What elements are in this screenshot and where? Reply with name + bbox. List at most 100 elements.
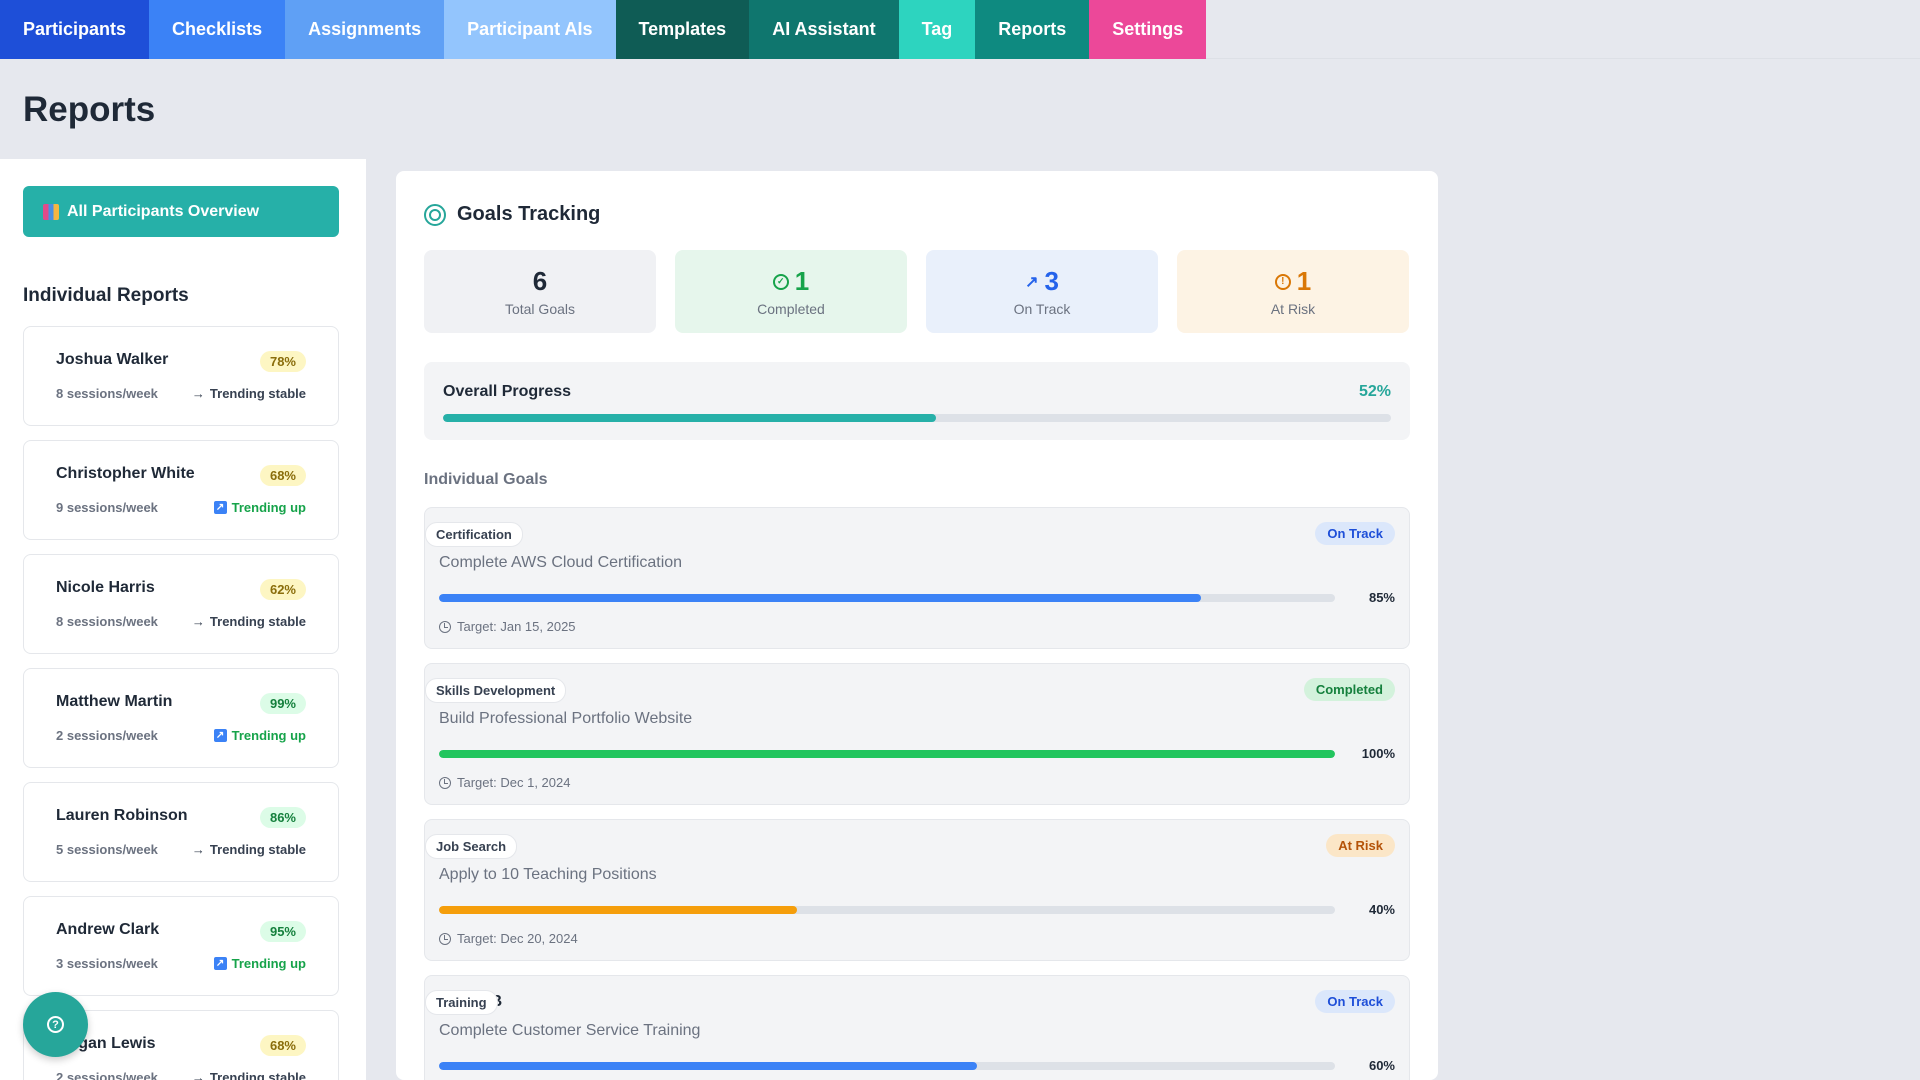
goal-progress-fill xyxy=(439,594,1201,602)
tab-assignments[interactable]: Assignments xyxy=(285,0,445,59)
stat-completed-value: ✓ 1 xyxy=(772,266,809,297)
goal-progress-bar xyxy=(439,750,1335,758)
report-name: Andrew Clark xyxy=(56,921,160,938)
report-trend-label: Trending stable xyxy=(209,614,306,629)
report-card[interactable]: Matthew Martin 99% 2 sessions/week ↗ Trendin… xyxy=(23,668,339,768)
report-trend-label: Trending stable xyxy=(209,1070,306,1080)
tab-settings[interactable]: Settings xyxy=(1089,0,1207,59)
tab-ai-assistant[interactable]: AI Assistant xyxy=(749,0,899,59)
tab-templates[interactable]: Templates xyxy=(615,0,750,59)
report-sessions: 3 sessions/week xyxy=(56,956,158,971)
report-card[interactable]: Andrew Clark 95% 3 sessions/week ↗ Trending … xyxy=(23,896,339,996)
stat-completed-label: Completed xyxy=(757,301,825,317)
tab-participant-ais[interactable]: Participant AIs xyxy=(444,0,616,59)
report-sessions: 8 sessions/week xyxy=(56,614,158,629)
goal-progress-bar xyxy=(439,594,1335,602)
help-button[interactable]: ? xyxy=(23,992,88,1057)
stat-at-risk-value: ! 1 xyxy=(1274,266,1311,297)
all-participants-overview-button[interactable]: All Participants Overview xyxy=(23,186,339,237)
report-trend: → Trending stable xyxy=(192,1070,306,1080)
report-list: Joshua Walker 78% 8 sessions/week → Trending… xyxy=(23,326,339,1080)
arrow-right-icon: → xyxy=(191,1070,205,1080)
report-trend: → Trending stable xyxy=(192,386,306,401)
goal-status-badge: On Track xyxy=(1315,990,1395,1013)
goal-category-tag: Job Search xyxy=(425,834,518,859)
report-name: Lauren Robinson xyxy=(56,807,188,824)
top-nav: Participants Checklists Assignments Part… xyxy=(0,0,1920,59)
stat-total-value: 6 xyxy=(532,266,548,296)
report-card[interactable]: Lauren Robinson 86% 5 sessions/week → Trendi… xyxy=(23,782,339,882)
goal-target-date: Target: Dec 1, 2024 xyxy=(457,775,571,790)
arrow-right-icon: → xyxy=(191,842,205,857)
goal-target: Target: Jan 15, 2025 xyxy=(439,619,576,634)
tab-checklists[interactable]: Checklists xyxy=(149,0,286,59)
goal-category-tag: Skills Development xyxy=(425,678,567,703)
goal-target-date: Target: Dec 20, 2024 xyxy=(457,931,578,946)
nav-spacer xyxy=(1206,0,1920,59)
clock-icon xyxy=(439,620,451,633)
overall-progress-fill xyxy=(443,414,936,422)
overall-progress-percent: 52% xyxy=(1358,383,1391,400)
stat-at-risk: ! 1 At Risk xyxy=(1177,250,1409,333)
report-sessions: 5 sessions/week xyxy=(56,842,158,857)
report-percent-badge: 99% xyxy=(259,693,306,714)
goal-target: Target: Dec 1, 2024 xyxy=(439,775,570,790)
report-card[interactable]: Nicole Harris 62% 8 sessions/week → Trending… xyxy=(23,554,339,654)
goal-status-badge: Completed xyxy=(1303,678,1395,701)
goal-progress-fill xyxy=(439,1062,977,1070)
report-percent-badge: 78% xyxy=(259,351,306,372)
report-name: Christopher White xyxy=(56,465,195,482)
clock-icon xyxy=(439,776,451,789)
help-circle-icon: ? xyxy=(47,1016,64,1033)
goal-category-tag: Certification xyxy=(425,522,523,547)
report-percent-badge: 68% xyxy=(259,1035,306,1056)
report-sessions: 9 sessions/week xyxy=(56,500,158,515)
report-trend-label: Trending up xyxy=(231,728,306,743)
goal-progress-percent: 60% xyxy=(1368,1058,1395,1073)
stat-on-track: ↗ 3 On Track xyxy=(926,250,1158,333)
report-percent-badge: 95% xyxy=(259,921,306,942)
report-card[interactable]: Joshua Walker 78% 8 sessions/week → Trending… xyxy=(23,326,339,426)
goal-card[interactable]: Taylor RSkills DevelopmentCompletedBuild… xyxy=(424,663,1410,805)
goals-tracking-title: Goals Tracking xyxy=(457,203,601,225)
goal-category-tag: Training xyxy=(425,990,498,1015)
stat-on-track-label: On Track xyxy=(1013,301,1071,317)
report-trend: → Trending stable xyxy=(192,842,306,857)
goal-target: Target: Dec 20, 2024 xyxy=(439,931,578,946)
individual-goals-heading: Individual Goals xyxy=(424,471,548,488)
report-trend: ↗ Trending up xyxy=(213,500,306,515)
trending-up-icon: ↗ xyxy=(213,501,227,514)
overall-progress: Overall Progress 52% xyxy=(424,362,1410,440)
goal-target-date: Target: Jan 15, 2025 xyxy=(457,619,576,634)
stat-at-risk-label: At Risk xyxy=(1270,301,1316,317)
report-sessions: 8 sessions/week xyxy=(56,386,158,401)
goal-progress-percent: 40% xyxy=(1368,902,1395,917)
tab-reports[interactable]: Reports xyxy=(975,0,1090,59)
check-circle-icon: ✓ xyxy=(772,273,789,290)
stat-on-track-value: ↗ 3 xyxy=(1025,266,1059,296)
tab-tag[interactable]: Tag xyxy=(898,0,976,59)
stat-total-goals: 6 Total Goals xyxy=(424,250,656,333)
report-trend-label: Trending stable xyxy=(209,842,306,857)
goal-description: Complete AWS Cloud Certification xyxy=(439,554,683,571)
report-card[interactable]: Christopher White 68% 9 sessions/week ↗ Tren… xyxy=(23,440,339,540)
stat-completed: ✓ 1 Completed xyxy=(675,250,907,333)
goal-progress-fill xyxy=(439,906,798,914)
tab-participants[interactable]: Participants xyxy=(0,0,150,59)
arrow-right-icon: → xyxy=(191,386,205,401)
page-title: Reports xyxy=(23,90,156,129)
overview-button-label: All Participants Overview xyxy=(67,202,260,220)
goal-progress-fill xyxy=(439,750,1335,758)
target-icon xyxy=(424,203,446,226)
report-percent-badge: 62% xyxy=(259,579,306,600)
goal-status-badge: At Risk xyxy=(1326,834,1395,857)
report-sessions: 2 sessions/week xyxy=(56,1070,158,1080)
report-sessions: 2 sessions/week xyxy=(56,728,158,743)
goal-progress-bar xyxy=(439,1062,1335,1070)
report-name: Nicole Harris xyxy=(56,579,155,596)
alert-circle-icon: ! xyxy=(1274,273,1291,290)
report-trend-label: Trending stable xyxy=(209,386,306,401)
